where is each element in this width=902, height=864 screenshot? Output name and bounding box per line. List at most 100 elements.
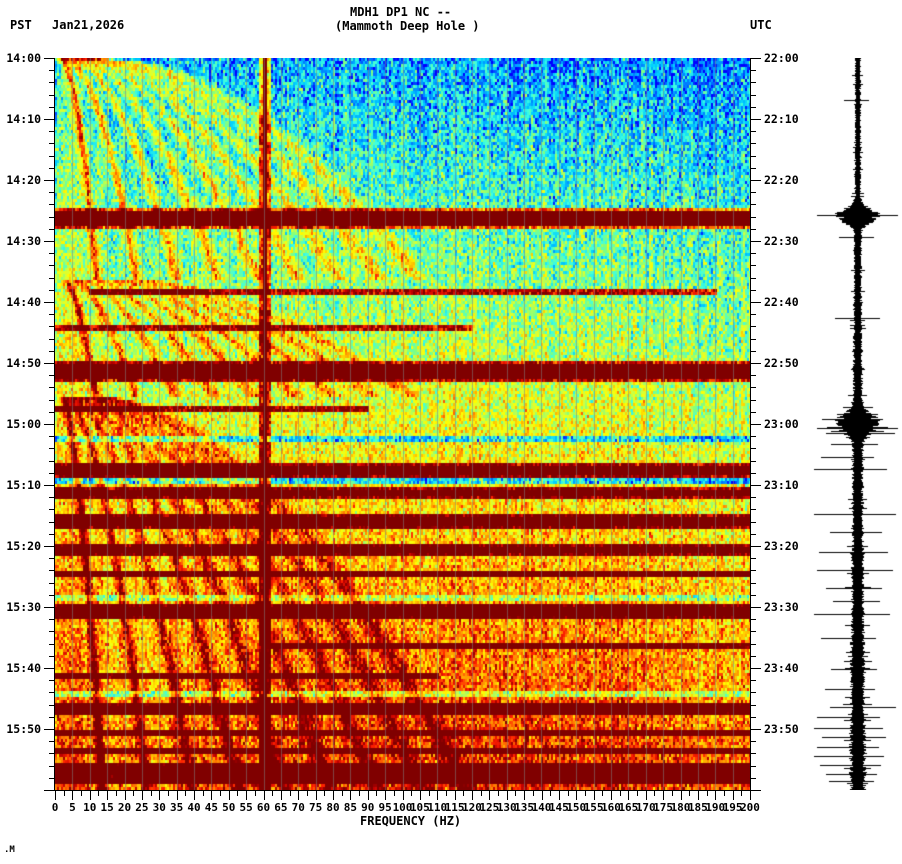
freq-label: 70 bbox=[291, 801, 305, 814]
time-label-right: 23:10 bbox=[764, 478, 799, 492]
time-tick-minor bbox=[49, 461, 55, 462]
time-tick-minor bbox=[750, 107, 756, 108]
time-tick-minor bbox=[49, 705, 55, 706]
time-tick-major bbox=[44, 424, 55, 425]
time-tick-major bbox=[750, 302, 761, 303]
freq-label: 200 bbox=[740, 801, 760, 814]
time-tick-major bbox=[44, 58, 55, 59]
time-tick-minor bbox=[750, 278, 756, 279]
time-tick-major bbox=[750, 119, 761, 120]
freq-tick-major bbox=[246, 791, 247, 800]
time-tick-minor bbox=[750, 82, 756, 83]
freq-tick-minor bbox=[220, 791, 221, 796]
time-tick-minor bbox=[49, 680, 55, 681]
time-tick-minor bbox=[750, 265, 756, 266]
freq-tick-major bbox=[542, 791, 543, 800]
freq-tick-major bbox=[281, 791, 282, 800]
freq-label: 75 bbox=[309, 801, 323, 814]
freq-label: 65 bbox=[274, 801, 288, 814]
freq-label: 145 bbox=[548, 801, 569, 814]
freq-tick-major bbox=[489, 791, 490, 800]
freq-tick-major bbox=[403, 791, 404, 800]
time-tick-minor bbox=[49, 204, 55, 205]
freq-tick-major bbox=[316, 791, 317, 800]
time-label-left: 15:40 bbox=[6, 661, 41, 675]
time-tick-minor bbox=[49, 278, 55, 279]
time-tick-minor bbox=[49, 131, 55, 132]
freq-tick-major bbox=[611, 791, 612, 800]
freq-label: 135 bbox=[514, 801, 535, 814]
time-tick-minor bbox=[49, 168, 55, 169]
freq-tick-major bbox=[368, 791, 369, 800]
freq-tick-minor bbox=[724, 791, 725, 796]
freq-tick-minor bbox=[481, 791, 482, 796]
freq-label: 130 bbox=[496, 801, 517, 814]
freq-tick-minor bbox=[359, 791, 360, 796]
time-tick-minor bbox=[49, 473, 55, 474]
freq-tick-minor bbox=[151, 791, 152, 796]
time-label-right: 23:40 bbox=[764, 661, 799, 675]
freq-label: 170 bbox=[635, 801, 656, 814]
time-label-left: 15:10 bbox=[6, 478, 41, 492]
freq-tick-major bbox=[507, 791, 508, 800]
time-tick-minor bbox=[49, 619, 55, 620]
time-tick-minor bbox=[49, 741, 55, 742]
time-tick-minor bbox=[750, 436, 756, 437]
freq-tick-major bbox=[698, 791, 699, 800]
time-label-right: 22:30 bbox=[764, 234, 799, 248]
corner-mark: .M bbox=[4, 845, 15, 855]
time-tick-minor bbox=[49, 509, 55, 510]
time-tick-minor bbox=[49, 229, 55, 230]
time-tick-minor bbox=[49, 692, 55, 693]
freq-label: 105 bbox=[409, 801, 430, 814]
freq-label: 45 bbox=[204, 801, 218, 814]
time-tick-minor bbox=[49, 753, 55, 754]
freq-tick-minor bbox=[307, 791, 308, 796]
time-tick-major bbox=[44, 241, 55, 242]
time-tick-minor bbox=[49, 717, 55, 718]
time-tick-major bbox=[44, 546, 55, 547]
freq-label: 100 bbox=[392, 801, 413, 814]
freq-label: 35 bbox=[170, 801, 184, 814]
freq-tick-minor bbox=[498, 791, 499, 796]
time-tick-minor bbox=[49, 436, 55, 437]
time-tick-minor bbox=[49, 217, 55, 218]
time-label-right: 23:20 bbox=[764, 539, 799, 553]
axis-line-bottom bbox=[54, 790, 751, 791]
spectrogram-canvas bbox=[55, 58, 750, 790]
freq-tick-major bbox=[385, 791, 386, 800]
time-tick-minor bbox=[750, 534, 756, 535]
time-tick-minor bbox=[750, 619, 756, 620]
freq-tick-minor bbox=[255, 791, 256, 796]
time-tick-minor bbox=[49, 595, 55, 596]
freq-tick-minor bbox=[585, 791, 586, 796]
time-tick-minor bbox=[49, 644, 55, 645]
time-tick-minor bbox=[49, 522, 55, 523]
time-tick-minor bbox=[750, 168, 756, 169]
time-tick-major bbox=[44, 363, 55, 364]
freq-label: 20 bbox=[117, 801, 132, 814]
time-tick-minor bbox=[750, 692, 756, 693]
freq-tick-minor bbox=[116, 791, 117, 796]
time-tick-minor bbox=[49, 326, 55, 327]
freq-tick-major bbox=[298, 791, 299, 800]
freq-label: 25 bbox=[135, 801, 149, 814]
time-tick-minor bbox=[750, 95, 756, 96]
freq-tick-minor bbox=[272, 791, 273, 796]
time-tick-minor bbox=[750, 570, 756, 571]
freq-tick-major bbox=[55, 791, 56, 800]
time-label-left: 14:10 bbox=[6, 112, 41, 126]
freq-tick-minor bbox=[290, 791, 291, 796]
time-tick-minor bbox=[750, 448, 756, 449]
time-tick-minor bbox=[49, 192, 55, 193]
time-tick-minor bbox=[49, 339, 55, 340]
freq-tick-minor bbox=[672, 791, 673, 796]
freq-tick-minor bbox=[81, 791, 82, 796]
freq-tick-minor bbox=[411, 791, 412, 796]
time-label-right: 22:40 bbox=[764, 295, 799, 309]
time-tick-minor bbox=[750, 70, 756, 71]
helicorder-trace bbox=[812, 58, 900, 790]
time-tick-minor bbox=[49, 766, 55, 767]
time-tick-major bbox=[44, 790, 55, 791]
time-tick-minor bbox=[750, 766, 756, 767]
